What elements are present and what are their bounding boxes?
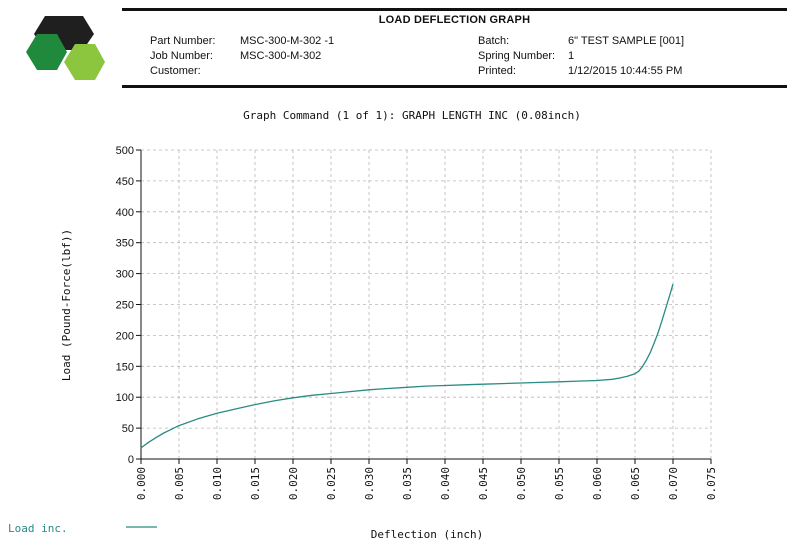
y-tick-label: 150 [116, 361, 134, 373]
x-tick-label: 0.035 [401, 467, 414, 500]
batch-label: Batch: [478, 35, 510, 47]
legend-label: Load inc. [8, 522, 68, 535]
x-tick-label: 0.070 [667, 467, 680, 500]
x-tick-label: 0.060 [591, 467, 604, 500]
y-tick-label: 200 [116, 330, 134, 342]
y-tick-label: 400 [116, 207, 134, 219]
y-tick-label: 0 [128, 454, 134, 466]
x-tick-label: 0.010 [211, 467, 224, 500]
job-number-label: Job Number: [150, 50, 213, 62]
y-tick-label: 450 [116, 176, 134, 188]
report-title: LOAD DEFLECTION GRAPH [378, 14, 531, 26]
load-deflection-chart: Graph Command (1 of 1): GRAPH LENGTH INC… [8, 109, 718, 541]
x-axis-label: Deflection (inch) [371, 528, 484, 541]
y-tick-label: 50 [122, 423, 134, 435]
x-tick-label: 0.075 [705, 467, 718, 500]
x-tick-label: 0.065 [629, 467, 642, 500]
x-tick-label: 0.005 [173, 467, 186, 500]
x-axis-ticks: 0.000 0.005 0.010 0.015 0.020 0.025 0.030 0.035… [135, 459, 718, 500]
x-tick-label: 0.025 [325, 467, 338, 500]
job-number-value: MSC-300-M-302 [240, 50, 322, 62]
printed-label: Printed: [478, 65, 516, 77]
printed-value: 1/12/2015 10:44:55 PM [568, 65, 683, 77]
x-tick-label: 0.030 [363, 467, 376, 500]
y-axis-label: Load (Pound-Force(lbf)) [60, 229, 73, 381]
chart-title: Graph Command (1 of 1): GRAPH LENGTH INC… [243, 109, 581, 122]
chart-legend: Load inc. [8, 522, 157, 535]
series-line-load-inc [140, 283, 674, 449]
x-tick-label: 0.000 [135, 467, 148, 500]
chart-grid [141, 149, 712, 459]
logo-dark-green-hexagon [26, 34, 67, 70]
x-tick-label: 0.015 [249, 467, 262, 500]
part-number-label: Part Number: [150, 35, 216, 47]
hexagon-logo-icon [26, 16, 105, 80]
y-tick-label: 350 [116, 238, 134, 250]
x-tick-label: 0.040 [439, 467, 452, 500]
x-tick-label: 0.055 [553, 467, 566, 500]
x-tick-label: 0.020 [287, 467, 300, 500]
chart-series [140, 283, 674, 449]
x-tick-label: 0.045 [477, 467, 490, 500]
y-tick-label: 300 [116, 269, 134, 281]
spring-number-label: Spring Number: [478, 50, 556, 62]
batch-value: 6" TEST SAMPLE [001] [568, 35, 684, 47]
report-header: LOAD DEFLECTION GRAPH Part Number: MSC-3… [122, 8, 787, 88]
logo-light-green-hexagon [64, 44, 105, 80]
company-logo [20, 10, 110, 90]
spring-number-value: 1 [568, 50, 575, 62]
y-axis-ticks: 0 50 100 150 200 250 300 350 400 450 500 [116, 145, 141, 466]
y-tick-label: 250 [116, 300, 134, 312]
y-tick-label: 500 [116, 145, 134, 157]
customer-label: Customer: [150, 65, 201, 77]
x-tick-label: 0.050 [515, 467, 528, 500]
part-number-value: MSC-300-M-302 -1 [240, 35, 335, 47]
y-tick-label: 100 [116, 392, 134, 404]
